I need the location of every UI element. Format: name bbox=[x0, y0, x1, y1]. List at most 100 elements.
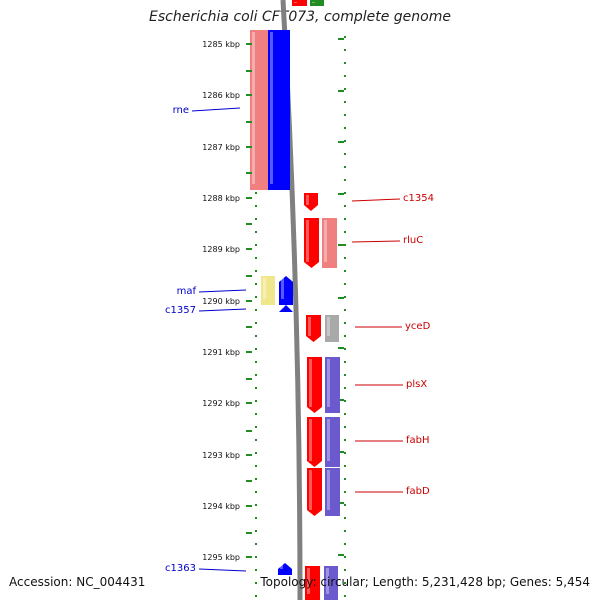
ruler-dot bbox=[344, 166, 346, 168]
gene-highlight bbox=[281, 307, 284, 308]
gene-feature bbox=[278, 563, 292, 575]
gene-leader-line bbox=[351, 198, 401, 202]
ruler-dot bbox=[255, 517, 257, 519]
ruler-dot bbox=[255, 556, 257, 558]
gene-label: yceD bbox=[405, 321, 431, 332]
gene-highlight bbox=[306, 220, 309, 262]
gene-label: c1363 bbox=[165, 563, 196, 574]
ruler-dash bbox=[246, 326, 252, 328]
ruler-dot bbox=[255, 231, 257, 233]
ruler-dot bbox=[255, 322, 257, 324]
ruler-dash bbox=[338, 502, 344, 504]
gene-highlight bbox=[327, 359, 330, 407]
ruler-dot bbox=[344, 283, 346, 285]
ruler-dot bbox=[255, 257, 257, 259]
gene-feature bbox=[307, 468, 322, 516]
ruler-dot bbox=[344, 569, 346, 571]
gene-leader-line bbox=[191, 107, 241, 112]
tick-label: 1286 kbp bbox=[202, 91, 240, 100]
ruler-dash bbox=[338, 347, 344, 349]
tick-label: 1293 kbp bbox=[202, 451, 240, 460]
ruler-dash bbox=[246, 378, 252, 380]
ruler-dot bbox=[344, 140, 346, 142]
ruler-dash bbox=[338, 297, 344, 299]
tick-mark bbox=[246, 402, 252, 404]
ruler-dot bbox=[255, 335, 257, 337]
ruler-dot bbox=[344, 413, 346, 415]
ruler-dash bbox=[246, 121, 252, 123]
ruler-dot bbox=[344, 270, 346, 272]
gene-features bbox=[250, 0, 340, 600]
ruler-dot bbox=[255, 387, 257, 389]
ruler-dot bbox=[344, 88, 346, 90]
ruler-dot bbox=[344, 556, 346, 558]
ruler-dot bbox=[344, 36, 346, 38]
ruler-dot bbox=[255, 374, 257, 376]
ruler-dot bbox=[255, 465, 257, 467]
ruler-dot bbox=[255, 530, 257, 532]
gene-label: fabH bbox=[406, 435, 430, 446]
gene-feature bbox=[325, 468, 340, 516]
ruler-dot bbox=[344, 127, 346, 129]
ruler-dot bbox=[255, 543, 257, 545]
gene-label: rluC bbox=[403, 235, 423, 246]
ruler-dot bbox=[344, 309, 346, 311]
gene-highlight bbox=[324, 220, 327, 262]
ruler-dot bbox=[344, 322, 346, 324]
tick-label: 1288 kbp bbox=[202, 194, 240, 203]
gene-highlight bbox=[280, 565, 283, 569]
gene-highlight bbox=[281, 278, 284, 299]
ruler-dash bbox=[246, 223, 252, 225]
ruler-dot bbox=[344, 231, 346, 233]
scale-ticks: 1285 kbp 1286 kbp 1287 kbp 1288 kbp 1289 kbp… bbox=[202, 40, 252, 562]
ruler-dash bbox=[338, 244, 344, 246]
gene-feature bbox=[322, 218, 337, 268]
gene-feature bbox=[310, 0, 324, 6]
gene-leader-line bbox=[198, 308, 247, 312]
ruler-dash bbox=[338, 554, 344, 556]
ruler-dot bbox=[255, 270, 257, 272]
gene-feature bbox=[307, 357, 322, 413]
ruler-dash bbox=[246, 430, 252, 432]
gene-feature bbox=[304, 218, 319, 268]
gene-label: c1357 bbox=[165, 305, 196, 316]
ruler-dot bbox=[344, 335, 346, 337]
gene-highlight bbox=[306, 195, 309, 205]
ruler-dot bbox=[344, 205, 346, 207]
ruler-dot bbox=[344, 374, 346, 376]
ruler-dot bbox=[255, 439, 257, 441]
tick-mark bbox=[246, 351, 252, 353]
gene-feature bbox=[325, 417, 340, 467]
gene-highlight bbox=[309, 419, 312, 461]
gene-highlight bbox=[309, 359, 312, 407]
ruler-dash bbox=[338, 399, 344, 401]
tick-mark bbox=[246, 43, 252, 45]
ruler-dash bbox=[246, 275, 252, 277]
tick-mark bbox=[246, 248, 252, 250]
ruler-dash bbox=[246, 172, 252, 174]
tick-mark bbox=[246, 146, 252, 148]
gene-highlight bbox=[270, 32, 273, 184]
inner-ruler-dots bbox=[338, 36, 346, 597]
ruler-dot bbox=[255, 452, 257, 454]
ruler-dot bbox=[255, 478, 257, 480]
gene-highlight bbox=[294, 2, 297, 3]
gene-feature bbox=[325, 315, 339, 342]
gene-feature bbox=[324, 566, 338, 600]
tick-label: 1290 kbp bbox=[202, 297, 240, 306]
gene-feature bbox=[305, 566, 320, 600]
ruler-dot bbox=[255, 426, 257, 428]
ruler-dot bbox=[255, 348, 257, 350]
ruler-dot bbox=[344, 400, 346, 402]
gene-leader-line bbox=[198, 568, 247, 572]
ruler-dot bbox=[255, 361, 257, 363]
ruler-dot bbox=[344, 62, 346, 64]
map-title: Escherichia coli CFT073, complete genome bbox=[149, 9, 451, 25]
gene-feature bbox=[325, 357, 340, 413]
ruler-dot bbox=[344, 179, 346, 181]
ruler-dot bbox=[255, 244, 257, 246]
ruler-dot bbox=[344, 478, 346, 480]
tick-label: 1292 kbp bbox=[202, 399, 240, 408]
ruler-dot bbox=[344, 595, 346, 597]
